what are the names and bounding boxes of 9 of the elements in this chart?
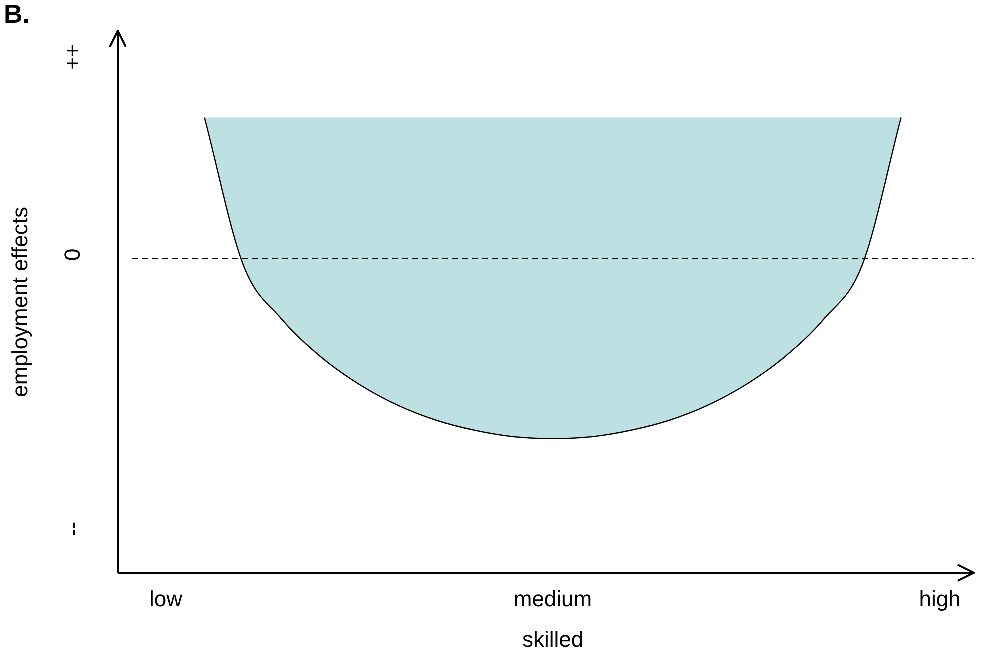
x-tick-label: medium [514,586,592,612]
text: 0 [60,248,86,262]
text: ++ [60,44,86,70]
x-axis-title: skilled [522,626,584,652]
x-tick-label: high [919,586,961,612]
chart-title: B. [4,0,30,29]
text: -- [60,522,86,537]
x-tick-label: low [149,586,183,612]
y-axis-title: employment effects [7,207,32,398]
